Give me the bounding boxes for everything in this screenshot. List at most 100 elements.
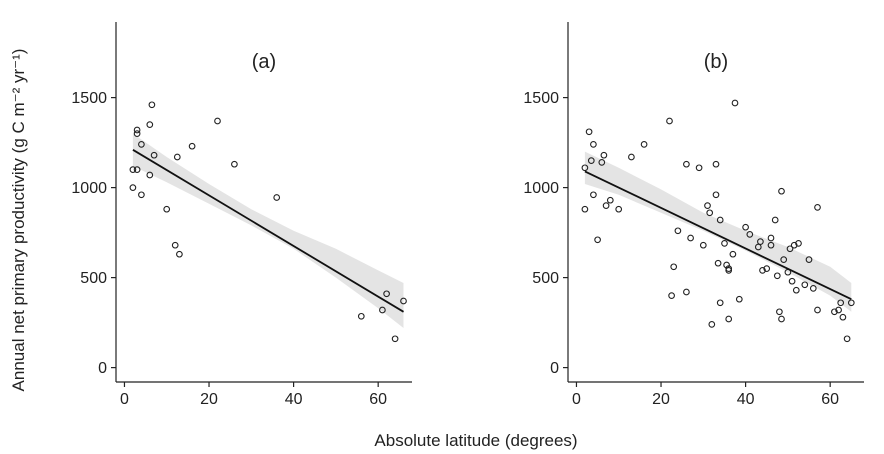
data-point (742, 223, 749, 231)
data-point (231, 160, 238, 168)
data-point (725, 315, 733, 323)
data-point (714, 259, 722, 267)
data-point (778, 315, 785, 323)
x-axis-title: Absolute latitude (degrees) (374, 431, 577, 450)
data-point (581, 164, 589, 172)
regression-line (584, 170, 852, 301)
data-point (708, 321, 716, 328)
data-point (847, 299, 855, 307)
data-point (148, 101, 156, 109)
y-axis-title: Annual net primary productivity (g C m⁻²… (9, 49, 28, 392)
data-point (843, 335, 851, 343)
data-point (771, 216, 779, 224)
data-point (600, 151, 608, 159)
data-point (138, 191, 145, 199)
y-tick-label: 1500 (523, 90, 559, 107)
data-point (146, 121, 154, 128)
data-point (712, 160, 720, 168)
confidence-band (584, 151, 852, 312)
data-point (699, 241, 707, 249)
data-point (801, 281, 809, 289)
panel-b: 0 500 1000 1500 0 20 40 60 (b) (523, 22, 864, 408)
data-point (357, 312, 365, 320)
data-point (792, 286, 800, 294)
data-point (674, 227, 682, 235)
data-point (729, 250, 737, 258)
data-point (606, 196, 614, 204)
data-point (587, 157, 595, 164)
data-point (133, 130, 141, 137)
x-tick-label: 0 (572, 391, 581, 408)
data-point (615, 205, 623, 213)
x-tick-label: 20 (200, 391, 218, 408)
data-point (695, 164, 703, 172)
x-tick-label: 40 (737, 391, 755, 408)
data-point (628, 153, 635, 161)
data-point (776, 308, 783, 316)
data-point (590, 141, 597, 148)
data-point (391, 335, 399, 343)
data-point (725, 265, 733, 272)
data-point (138, 141, 145, 148)
data-point (383, 290, 390, 298)
data-point (716, 216, 724, 224)
x-tick-label: 60 (821, 391, 839, 408)
data-point (683, 160, 690, 168)
data-point (173, 153, 181, 161)
data-point (687, 234, 694, 242)
data-point (602, 202, 610, 209)
data-point (171, 241, 179, 249)
y-tick-label: 1000 (523, 180, 559, 197)
regression-line (132, 149, 405, 313)
data-point (839, 313, 847, 321)
data-point (788, 277, 796, 285)
data-point (809, 285, 817, 292)
y-tick-label: 500 (532, 270, 559, 287)
data-point (763, 265, 771, 272)
data-point (706, 209, 714, 217)
data-point (735, 295, 743, 303)
panel-a: 0 500 1000 1500 0 20 40 60 (a) (71, 22, 412, 408)
y-tick-label: 1500 (71, 90, 107, 107)
data-point (805, 256, 813, 263)
data-point (133, 126, 141, 134)
data-point (188, 142, 196, 150)
data-point (400, 297, 407, 305)
data-point (163, 205, 171, 213)
data-point (704, 202, 711, 209)
data-point (598, 159, 606, 166)
data-point (668, 292, 675, 299)
x-tick-label: 40 (285, 391, 303, 408)
data-point (666, 117, 673, 125)
panel-label: (b) (704, 51, 728, 73)
data-point (683, 288, 690, 296)
x-tick-label: 0 (120, 391, 129, 408)
data-point (585, 128, 593, 136)
data-point (721, 240, 728, 247)
data-point (767, 241, 775, 249)
data-point (835, 306, 842, 314)
data-point (670, 263, 678, 271)
data-point (831, 308, 838, 316)
y-tick-label: 0 (550, 360, 559, 377)
data-point (757, 238, 764, 245)
data-point (780, 256, 788, 263)
data-point (594, 236, 601, 244)
data-point (129, 166, 137, 173)
data-point (778, 187, 785, 195)
data-point (767, 234, 775, 242)
data-point (214, 117, 221, 125)
data-point (176, 250, 183, 258)
data-point (712, 191, 720, 199)
y-tick-label: 500 (80, 270, 107, 287)
data-point (129, 184, 137, 191)
data-point (759, 267, 766, 274)
data-point (773, 272, 781, 280)
data-point (790, 241, 798, 249)
data-point (746, 231, 754, 238)
data-point (814, 204, 821, 211)
x-tick-label: 20 (652, 391, 670, 408)
data-point (795, 240, 802, 247)
data-point (150, 151, 158, 159)
